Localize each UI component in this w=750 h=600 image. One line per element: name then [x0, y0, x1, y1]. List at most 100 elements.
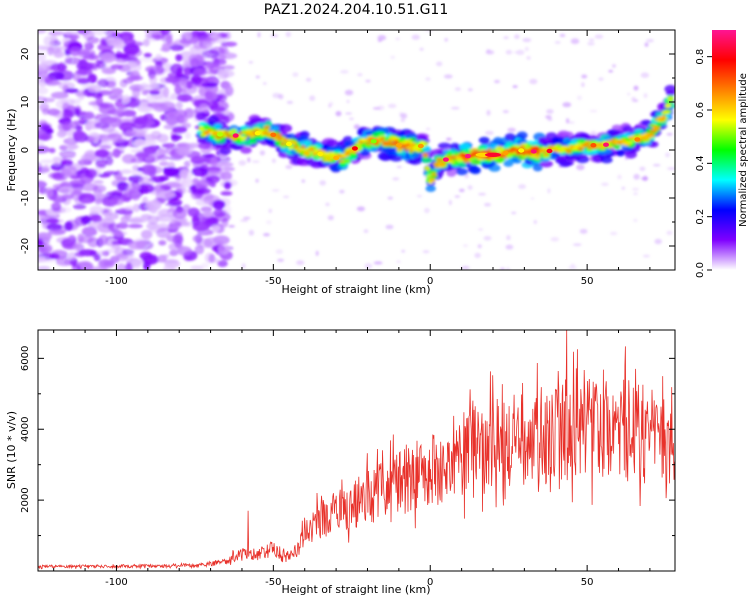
heatmap-noise-cell [247, 157, 251, 163]
heatmap-noise-cell [84, 168, 98, 179]
heatmap-noise-cell [134, 152, 150, 159]
heatmap-noise-cell [263, 82, 267, 85]
heatmap-noise-cell [98, 234, 109, 246]
heatmap-noise-cell [248, 229, 255, 236]
heatmap-noise-cell [364, 263, 373, 269]
heatmap-noise-cell [212, 62, 218, 67]
heatmap-noise-cell [344, 89, 354, 96]
heatmap-ridge-cell [249, 136, 257, 142]
heatmap-noise-cell [296, 260, 305, 266]
heatmap-ridge-cell [256, 122, 267, 128]
heatmap-noise-cell [184, 132, 191, 140]
heatmap-noise-cell [38, 258, 56, 263]
heatmap-noise-cell [215, 211, 231, 223]
heatmap-noise-cell [94, 149, 109, 158]
heatmap-noise-cell [112, 148, 121, 158]
heatmap-noise-cell [48, 229, 66, 236]
heatmap-noise-cell [95, 158, 108, 168]
heatmap-ridge-cell [429, 177, 436, 183]
heatmap-noise-cell [87, 237, 99, 248]
heatmap-noise-cell [153, 65, 163, 74]
heatmap-peak-cell [317, 151, 324, 157]
heatmap-noise-cell [38, 232, 52, 241]
heatmap-noise-cell [550, 237, 560, 242]
heatmap-noise-cell [463, 244, 468, 248]
heatmap-ridge-cell [470, 159, 482, 165]
heatmap-ridge-cell [365, 144, 372, 149]
heatmap-ridge-cell [306, 151, 311, 156]
heatmap-noise-cell [133, 138, 146, 147]
heatmap-noise-cell [122, 94, 131, 104]
snr-frame [37, 329, 676, 572]
heatmap-ridge-cell [240, 136, 248, 140]
heatmap-noise-cell [143, 52, 152, 58]
heatmap-ridge-cell [439, 161, 447, 167]
heatmap-noise-cell [60, 159, 73, 167]
heatmap-noise-cell [176, 93, 193, 102]
heatmap-ridge-cell [342, 158, 351, 164]
heatmap-noise-cell [120, 36, 130, 42]
heatmap-noise-cell [346, 100, 350, 103]
heatmap-noise-cell [365, 79, 371, 83]
heatmap-ridge-cell [666, 103, 672, 107]
heatmap-noise-cell [357, 73, 363, 77]
heatmap-noise-cell [530, 197, 535, 200]
heatmap-noise-cell [643, 93, 648, 99]
heatmap-noise-cell [373, 261, 383, 265]
heatmap-noise-cell [511, 211, 517, 215]
heatmap-noise-cell [224, 50, 230, 55]
heatmap-ridge-cell [431, 172, 438, 177]
heatmap-noise-cell [105, 156, 114, 166]
heatmap-noise-cell [667, 167, 675, 170]
heatmap-noise-cell [72, 130, 86, 140]
snr-x-tick-label: 0 [427, 577, 433, 588]
heatmap-noise-cell [45, 187, 54, 198]
heatmap-noise-cell [570, 38, 580, 45]
heatmap-noise-cell [122, 248, 135, 256]
heatmap-ridge-cell [600, 156, 613, 164]
heatmap-noise-cell [38, 52, 47, 62]
heatmap-noise-cell [90, 214, 102, 223]
heatmap-ridge-cell [326, 139, 339, 147]
heatmap-noise-cell [80, 215, 92, 225]
heatmap-noise-cell [259, 150, 266, 156]
heatmap-noise-cell [212, 235, 230, 245]
heatmap-ridge-cell [295, 146, 301, 150]
heatmap-noise-cell [120, 215, 129, 225]
heatmap-ridge-cell [447, 160, 455, 164]
heatmap-noise-cell [644, 42, 649, 47]
heatmap-noise-cell [641, 176, 649, 181]
heatmap-noise-cell [57, 130, 67, 138]
heatmap-noise-cell [652, 164, 661, 167]
heatmap-noise-cell [93, 180, 104, 184]
heatmap-noise-cell [186, 80, 193, 90]
heatmap-noise-cell [196, 53, 204, 62]
heatmap-ridge-cell [376, 136, 382, 141]
heatmap-noise-cell [610, 231, 618, 236]
heatmap-noise-cell [220, 171, 233, 181]
heatmap-noise-cell [627, 92, 631, 96]
heatmap-ridge-cell [492, 137, 504, 146]
heatmap-ridge-cell [438, 142, 451, 149]
heatmap-peak-cell [333, 155, 340, 161]
heatmap-noise-cell [38, 30, 47, 34]
heatmap-noise-cell [168, 242, 184, 252]
heatmap-noise-cell [424, 207, 430, 214]
heatmap-noise-cell [98, 103, 116, 115]
heatmap-noise-cell [328, 101, 334, 106]
heatmap-noise-cell [180, 169, 188, 179]
heatmap-ridge-cell [455, 168, 468, 176]
heatmap-noise-cell [277, 258, 284, 262]
heatmap-noise-cell [444, 38, 449, 42]
heatmap-noise-cell [95, 198, 104, 203]
heatmap-peak-cell [464, 154, 471, 159]
heatmap-noise-cell [70, 174, 82, 180]
snr-x-tick-label: 50 [581, 577, 594, 588]
heatmap-ridge-cell [380, 137, 385, 141]
heatmap-noise-cell [223, 74, 228, 79]
heatmap-noise-cell [74, 91, 87, 97]
heatmap-noise-cell [121, 56, 138, 61]
spectrogram-x-tick-label: -100 [105, 276, 128, 287]
heatmap-noise-cell [639, 166, 646, 171]
heatmap-noise-cell [38, 180, 47, 189]
